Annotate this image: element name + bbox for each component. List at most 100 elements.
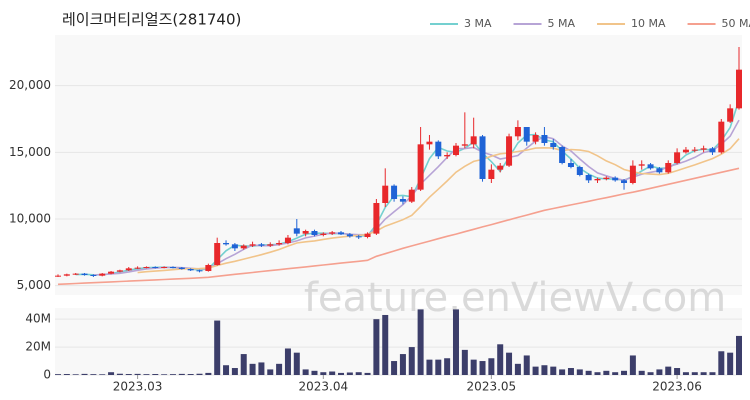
candle-body	[576, 167, 583, 175]
volume-bar	[682, 372, 689, 375]
candle-body	[240, 245, 247, 249]
volume-bar	[691, 372, 698, 375]
volume-bar	[461, 349, 468, 375]
candle-body	[506, 136, 513, 166]
volume-bar	[727, 352, 734, 375]
candle-body	[603, 177, 610, 179]
x-tick-label: 2023.06	[652, 380, 702, 394]
candle-body	[161, 267, 168, 268]
candle-body	[682, 149, 689, 153]
volume-bar	[576, 369, 583, 375]
volume-bar	[231, 368, 238, 375]
volume-bar	[550, 366, 557, 375]
candle-body	[90, 275, 97, 276]
candle-body	[435, 141, 442, 157]
candle-body	[559, 147, 566, 163]
candle-body	[532, 135, 539, 142]
candle-body	[382, 185, 389, 203]
candle-body	[214, 243, 221, 265]
candle-body	[691, 149, 698, 151]
candle-body	[638, 164, 645, 166]
volume-bar	[594, 372, 601, 375]
candle-body	[134, 267, 141, 269]
volume-bar	[567, 368, 574, 375]
candle-body	[408, 189, 415, 202]
volume-bar	[674, 368, 681, 375]
candle-body	[152, 267, 159, 268]
volume-bar	[417, 309, 424, 375]
candle-body	[81, 273, 88, 275]
volume-bar	[240, 354, 247, 375]
price-panel	[55, 35, 742, 295]
ma-line	[137, 138, 740, 274]
volume-bar	[152, 374, 159, 375]
candle-body	[169, 267, 176, 268]
volume-bar	[656, 369, 663, 375]
volume-bar	[514, 363, 521, 375]
volume-bar	[373, 319, 380, 375]
candle-body	[231, 244, 238, 249]
volume-bar	[506, 352, 513, 375]
volume-bar	[249, 363, 256, 375]
volume-bar	[585, 370, 592, 375]
candle-body	[196, 270, 203, 272]
legend-label: 10 MA	[631, 17, 666, 30]
volume-bar	[718, 351, 725, 375]
volume-bar	[329, 371, 336, 375]
volume-bar	[134, 373, 141, 375]
volume-bar	[55, 374, 61, 375]
volume-bar	[90, 374, 97, 375]
candle-body	[116, 270, 123, 272]
volume-bar	[382, 314, 389, 375]
volume-bar	[355, 372, 362, 375]
volume-bar	[258, 362, 265, 375]
candle-body	[594, 179, 601, 181]
y-tick-label: 20M	[25, 340, 51, 354]
volume-bar	[125, 374, 132, 375]
volume-bar	[629, 355, 636, 375]
candle-body	[72, 273, 79, 275]
candle-body	[373, 203, 380, 234]
volume-bar	[479, 361, 486, 375]
candle-body	[329, 232, 336, 234]
candle-body	[399, 199, 406, 202]
candle-body	[665, 163, 672, 173]
x-tick-label: 2023.03	[113, 380, 163, 394]
volume-bar	[364, 372, 371, 375]
y-tick-label: 0	[43, 368, 51, 382]
volume-bar	[435, 359, 442, 375]
y-tick-label: 5,000	[17, 278, 51, 292]
volume-bar	[408, 347, 415, 375]
volume-bar	[293, 352, 300, 375]
candle-body	[479, 136, 486, 179]
volume-bar	[391, 361, 398, 375]
candle-body	[143, 267, 150, 268]
candle-body	[108, 271, 115, 274]
volume-bar	[488, 358, 495, 375]
candle-body	[470, 136, 477, 145]
volume-bar	[497, 344, 504, 375]
candle-body	[727, 108, 734, 122]
volume-bar	[63, 374, 70, 375]
volume-bar	[143, 374, 150, 375]
candle-body	[488, 169, 495, 179]
y-tick-label: 10,000	[9, 212, 51, 226]
candle-body	[355, 236, 362, 238]
legend-label: 5 MA	[548, 17, 576, 30]
candle-body	[293, 228, 300, 234]
candle-body	[461, 144, 468, 146]
volume-bar	[320, 372, 327, 375]
candle-body	[284, 237, 291, 243]
volume-bar	[169, 374, 176, 375]
volume-bar	[302, 369, 309, 375]
volume-bar	[223, 365, 230, 375]
candle-body	[585, 175, 592, 181]
candle-body	[258, 244, 265, 246]
candle-body	[452, 145, 459, 155]
volume-bar	[108, 372, 115, 375]
candle-body	[700, 148, 707, 150]
volume-bar	[665, 366, 672, 375]
volume-bar	[612, 372, 619, 375]
x-tick-label: 2023.04	[299, 380, 349, 394]
